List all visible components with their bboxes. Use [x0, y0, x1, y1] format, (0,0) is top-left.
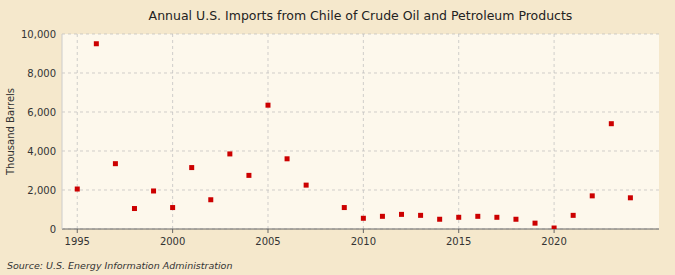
- point: [590, 193, 595, 198]
- y-grid-line: [62, 112, 659, 113]
- title: Annual U.S. Imports from Chile of Crude …: [149, 8, 573, 23]
- x-tick: [363, 229, 364, 233]
- y-grid-line: [62, 73, 659, 74]
- point: [227, 151, 232, 156]
- source-note: Source: U.S. Energy Information Administ…: [7, 260, 232, 271]
- y-grid-line: [62, 151, 659, 152]
- point: [494, 215, 499, 220]
- point: [609, 121, 614, 126]
- point: [265, 103, 270, 108]
- point: [132, 206, 137, 211]
- point: [304, 183, 309, 188]
- y-tick-label: 8,000: [27, 68, 56, 79]
- chart: 0 2,000 4,000 6,000 8,000 10,000 1995 2000 2005 2…: [0, 0, 675, 275]
- point: [552, 226, 557, 229]
- grid: [62, 34, 659, 229]
- x-grid-line: [458, 34, 459, 229]
- point: [533, 221, 538, 226]
- y-axis-line: [62, 34, 63, 229]
- background: [0, 0, 675, 275]
- point: [151, 188, 156, 193]
- points: [75, 41, 633, 229]
- y-axis-label: Thousand Barrels: [5, 88, 16, 176]
- x-tick: [172, 229, 173, 233]
- x-grid-line: [554, 34, 555, 229]
- point: [94, 41, 99, 46]
- point: [437, 217, 442, 222]
- y-grid-line: [62, 229, 659, 230]
- plot-area: [62, 34, 659, 229]
- x-grid-line: [172, 34, 173, 229]
- x-grid-line: [363, 34, 364, 229]
- point: [170, 205, 175, 210]
- point: [342, 205, 347, 210]
- point: [246, 173, 251, 178]
- x-tick-label: 2005: [255, 236, 280, 247]
- point: [75, 187, 80, 192]
- axes: 0 2,000 4,000 6,000 8,000 10,000 1995 2000 2005 2…: [21, 29, 659, 247]
- point: [628, 195, 633, 200]
- y-tick-label: 2,000: [27, 185, 56, 196]
- point: [208, 197, 213, 202]
- x-tick: [77, 229, 78, 233]
- x-grid-line: [267, 34, 268, 229]
- point: [418, 213, 423, 218]
- point: [456, 215, 461, 220]
- point: [399, 212, 404, 217]
- point: [285, 156, 290, 161]
- y-grid-line: [62, 34, 659, 35]
- x-tick-label: 2000: [160, 236, 185, 247]
- x-tick-label: 2015: [446, 236, 471, 247]
- point: [113, 161, 118, 166]
- point: [475, 214, 480, 219]
- y-tick-label: 4,000: [27, 146, 56, 157]
- point: [513, 217, 518, 222]
- x-tick-label: 2010: [351, 236, 376, 247]
- x-grid-line: [77, 34, 78, 229]
- y-tick-label: 6,000: [27, 107, 56, 118]
- x-tick: [554, 229, 555, 233]
- point: [189, 165, 194, 170]
- x-tick: [458, 229, 459, 233]
- x-tick-label: 1995: [65, 236, 90, 247]
- point: [361, 216, 366, 221]
- y-tick-label: 0: [50, 224, 56, 235]
- x-tick-label: 2020: [541, 236, 566, 247]
- y-tick-label: 10,000: [21, 29, 56, 40]
- point: [380, 214, 385, 219]
- x-tick: [267, 229, 268, 233]
- point: [571, 213, 576, 218]
- x-axis-line: [62, 229, 659, 230]
